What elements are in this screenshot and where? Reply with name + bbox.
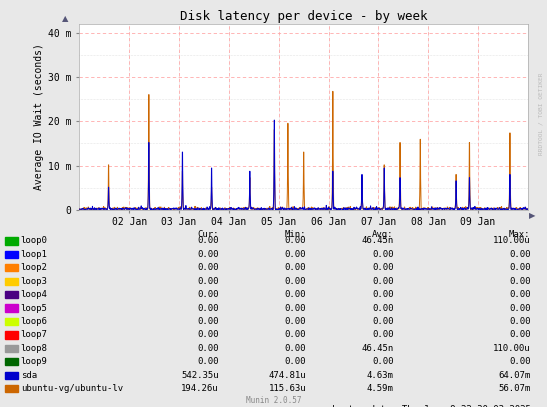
Text: loop5: loop5 bbox=[21, 304, 48, 313]
Text: 0.00: 0.00 bbox=[509, 277, 531, 286]
Text: 0.00: 0.00 bbox=[285, 344, 306, 353]
Text: loop3: loop3 bbox=[21, 277, 48, 286]
Y-axis label: Average IO Wait (seconds): Average IO Wait (seconds) bbox=[34, 44, 44, 190]
Text: 0.00: 0.00 bbox=[197, 357, 219, 366]
Text: 0.00: 0.00 bbox=[509, 304, 531, 313]
Text: 0.00: 0.00 bbox=[373, 357, 394, 366]
Text: 4.59m: 4.59m bbox=[367, 384, 394, 393]
Text: 56.07m: 56.07m bbox=[498, 384, 531, 393]
Text: 46.45n: 46.45n bbox=[362, 344, 394, 353]
Text: loop0: loop0 bbox=[21, 236, 48, 245]
Text: 0.00: 0.00 bbox=[373, 250, 394, 259]
Text: 110.00u: 110.00u bbox=[493, 344, 531, 353]
Text: Avg:: Avg: bbox=[373, 230, 394, 239]
Text: 0.00: 0.00 bbox=[509, 250, 531, 259]
Text: ubuntu-vg/ubuntu-lv: ubuntu-vg/ubuntu-lv bbox=[21, 384, 123, 393]
Text: 0.00: 0.00 bbox=[509, 290, 531, 299]
Text: 0.00: 0.00 bbox=[509, 263, 531, 272]
Text: 0.00: 0.00 bbox=[285, 330, 306, 339]
Text: 0.00: 0.00 bbox=[373, 330, 394, 339]
Text: loop2: loop2 bbox=[21, 263, 48, 272]
Text: 0.00: 0.00 bbox=[285, 263, 306, 272]
Text: 0.00: 0.00 bbox=[285, 277, 306, 286]
Text: Min:: Min: bbox=[285, 230, 306, 239]
Text: Max:: Max: bbox=[509, 230, 531, 239]
Text: 0.00: 0.00 bbox=[197, 263, 219, 272]
Text: 542.35u: 542.35u bbox=[181, 371, 219, 380]
Text: Munin 2.0.57: Munin 2.0.57 bbox=[246, 396, 301, 405]
Text: 0.00: 0.00 bbox=[197, 304, 219, 313]
Text: loop8: loop8 bbox=[21, 344, 48, 353]
Text: loop7: loop7 bbox=[21, 330, 48, 339]
Text: ▲: ▲ bbox=[62, 14, 69, 23]
Text: RRDTOOL / TOBI OETIKER: RRDTOOL / TOBI OETIKER bbox=[538, 73, 543, 155]
Text: 64.07m: 64.07m bbox=[498, 371, 531, 380]
Text: 0.00: 0.00 bbox=[373, 304, 394, 313]
Text: 110.00u: 110.00u bbox=[493, 236, 531, 245]
Text: 0.00: 0.00 bbox=[509, 330, 531, 339]
Text: loop6: loop6 bbox=[21, 317, 48, 326]
Text: loop1: loop1 bbox=[21, 250, 48, 259]
Title: Disk latency per device - by week: Disk latency per device - by week bbox=[180, 10, 427, 23]
Text: 46.45n: 46.45n bbox=[362, 236, 394, 245]
Text: 0.00: 0.00 bbox=[285, 357, 306, 366]
Text: sda: sda bbox=[21, 371, 37, 380]
Text: 0.00: 0.00 bbox=[197, 277, 219, 286]
Text: 0.00: 0.00 bbox=[197, 236, 219, 245]
Text: 4.63m: 4.63m bbox=[367, 371, 394, 380]
Text: 0.00: 0.00 bbox=[197, 317, 219, 326]
Text: 0.00: 0.00 bbox=[285, 250, 306, 259]
Text: 0.00: 0.00 bbox=[197, 330, 219, 339]
Text: 0.00: 0.00 bbox=[285, 317, 306, 326]
Text: 0.00: 0.00 bbox=[373, 277, 394, 286]
Text: 0.00: 0.00 bbox=[373, 263, 394, 272]
Text: 0.00: 0.00 bbox=[285, 304, 306, 313]
Text: 115.63u: 115.63u bbox=[269, 384, 306, 393]
Text: Last update: Thu Jan  9 22:30:03 2025: Last update: Thu Jan 9 22:30:03 2025 bbox=[331, 405, 531, 407]
Text: 474.81u: 474.81u bbox=[269, 371, 306, 380]
Text: ▶: ▶ bbox=[529, 211, 536, 220]
Text: 0.00: 0.00 bbox=[197, 290, 219, 299]
Text: 0.00: 0.00 bbox=[509, 317, 531, 326]
Text: 0.00: 0.00 bbox=[285, 290, 306, 299]
Text: loop4: loop4 bbox=[21, 290, 48, 299]
Text: 0.00: 0.00 bbox=[373, 290, 394, 299]
Text: loop9: loop9 bbox=[21, 357, 48, 366]
Text: 0.00: 0.00 bbox=[509, 357, 531, 366]
Text: 0.00: 0.00 bbox=[197, 344, 219, 353]
Text: Cur:: Cur: bbox=[197, 230, 219, 239]
Text: 0.00: 0.00 bbox=[285, 236, 306, 245]
Text: 0.00: 0.00 bbox=[197, 250, 219, 259]
Text: 194.26u: 194.26u bbox=[181, 384, 219, 393]
Text: 0.00: 0.00 bbox=[373, 317, 394, 326]
